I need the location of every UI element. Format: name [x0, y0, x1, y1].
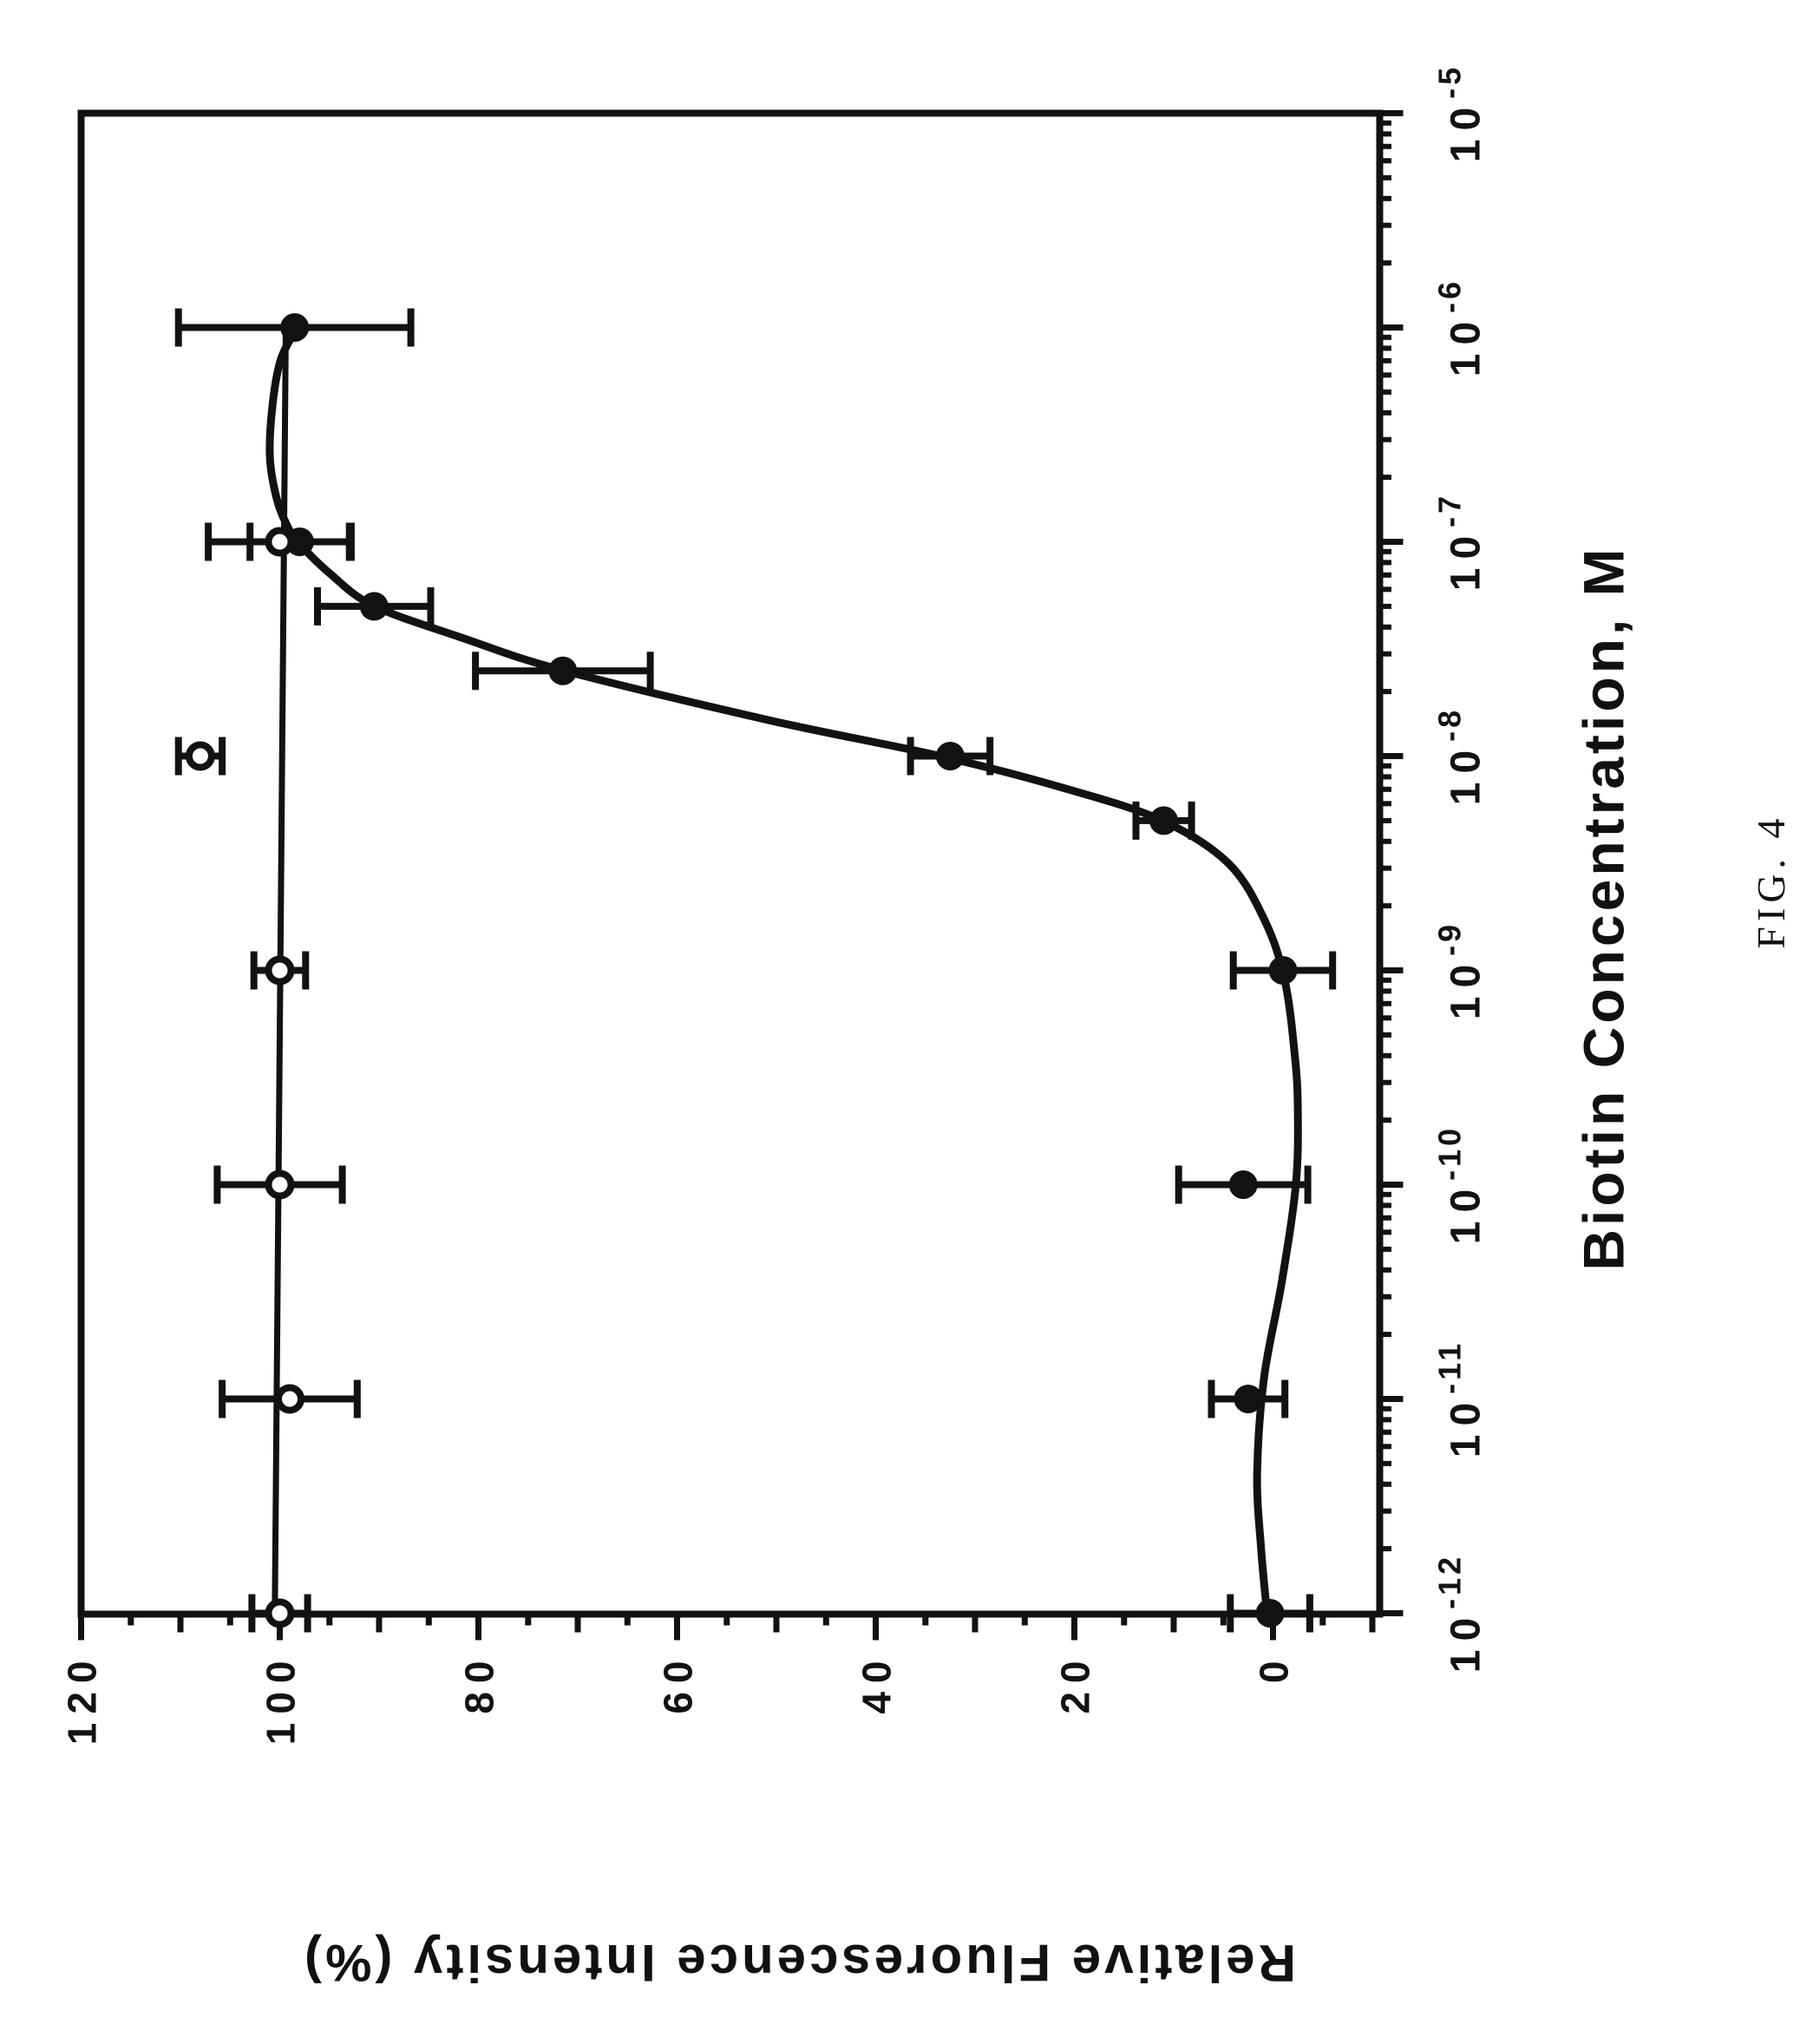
plot-frame: [77, 109, 1383, 1617]
x-axis: 10-5 10-6 10-7 10-8 10-9 10-10 10-11 10-12: [1379, 63, 1489, 1673]
data-point-filled: [935, 741, 965, 770]
x-axis-title: Biotin Concentration, M: [1571, 544, 1635, 1271]
y-tick-label: 80: [456, 1652, 501, 1713]
plot-box: [77, 109, 1383, 1617]
data-point-filled: [547, 656, 577, 685]
series-filled: [279, 312, 1297, 1628]
data-point-filled: [1233, 1384, 1262, 1413]
y-tick-label: 40: [854, 1652, 899, 1713]
x-tick-label: 10-8: [1431, 706, 1489, 804]
x-tick-label: 10-5: [1431, 63, 1489, 161]
y-tick-label: 120: [59, 1652, 104, 1745]
y-tick-label: 60: [655, 1652, 700, 1713]
x-tick-label: 10-9: [1431, 920, 1489, 1019]
data-point-open: [265, 955, 294, 985]
control-open-circles-error-bars: [174, 522, 361, 1632]
data-point-filled: [359, 591, 389, 620]
data-point-open: [274, 1384, 304, 1413]
x-tick-label: 10-6: [1431, 278, 1489, 376]
x-tick-label: 10-7: [1431, 492, 1489, 590]
data-point-filled: [1149, 805, 1178, 835]
x-tick-label: 10-10: [1431, 1124, 1489, 1243]
data-point-filled: [1228, 1169, 1258, 1199]
y-axis: 120 100 80 60 40 20 0: [59, 1614, 1375, 1745]
biotin-titration-filled-circles-error-bars: [174, 308, 1336, 1632]
x-tick-label: 10-11: [1431, 1340, 1489, 1457]
y-tick-label: 20: [1052, 1652, 1097, 1713]
series-open: [185, 527, 304, 1628]
y-tick-label: 100: [258, 1652, 303, 1745]
data-point-open: [265, 1598, 294, 1628]
y-axis-title: Relative Fluorescence Intensity (%): [300, 1933, 1296, 1992]
data-point-open: [185, 741, 215, 770]
y-tick-label: 0: [1251, 1652, 1296, 1683]
fit-curve: [265, 327, 1302, 1617]
data-point-filled: [1268, 955, 1297, 985]
x-tick-label: 10-12: [1431, 1553, 1489, 1672]
data-point-filled: [279, 312, 309, 342]
data-point-open: [265, 527, 294, 556]
data-point-filled: [1255, 1598, 1285, 1628]
figure-caption: FIG. 4: [1748, 812, 1793, 949]
data-point-open: [265, 1169, 294, 1199]
